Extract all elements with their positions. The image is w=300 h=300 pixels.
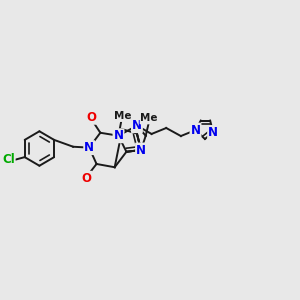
- Text: Me: Me: [140, 113, 158, 124]
- Text: O: O: [86, 111, 96, 124]
- Text: O: O: [82, 172, 92, 185]
- Text: N: N: [113, 129, 124, 142]
- Text: Cl: Cl: [2, 153, 15, 166]
- Text: Me: Me: [114, 111, 131, 121]
- Text: N: N: [136, 143, 146, 157]
- Text: N: N: [208, 126, 218, 139]
- Text: N: N: [190, 124, 200, 136]
- Text: N: N: [132, 119, 142, 132]
- Text: N: N: [84, 141, 94, 154]
